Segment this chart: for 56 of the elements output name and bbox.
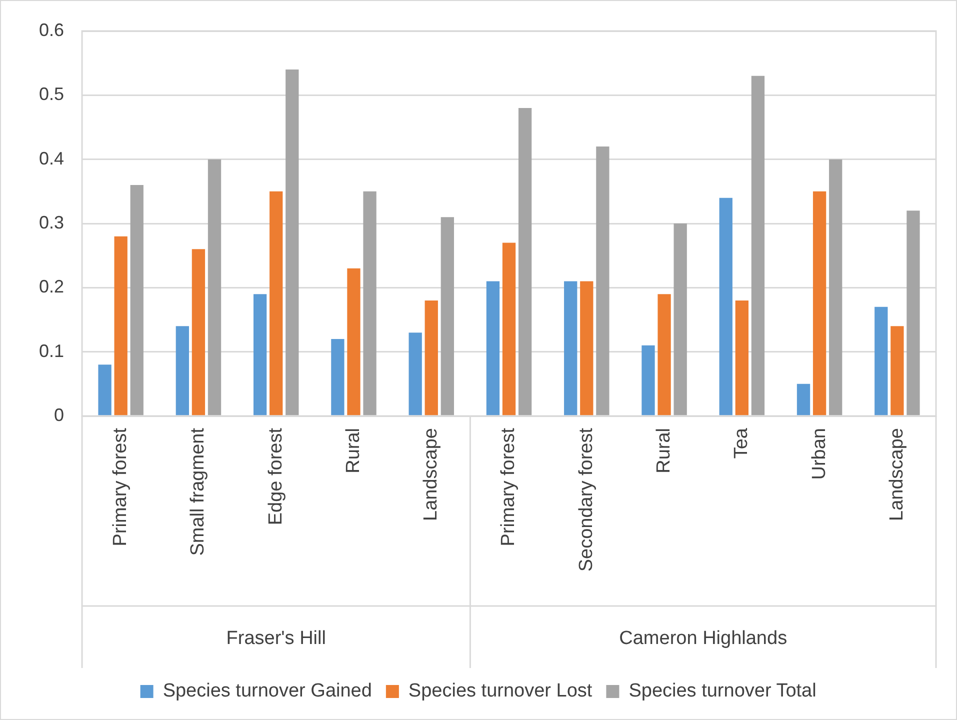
x-tick-label: Urban (808, 428, 830, 480)
bar (286, 70, 299, 416)
y-tick-label: 0 (54, 404, 64, 425)
x-tick-label: Edge forest (265, 427, 286, 526)
text: Fraser's Hill (226, 628, 326, 650)
bar (486, 281, 500, 416)
y-tick-label: 0.1 (38, 340, 64, 361)
bar (812, 191, 826, 416)
bar (98, 364, 112, 416)
bar (114, 236, 128, 416)
bar (796, 384, 810, 416)
bar (906, 210, 920, 416)
x-tick-label: Primary forest (110, 427, 132, 546)
y-tick-label: 0.5 (38, 84, 64, 104)
bar (829, 159, 842, 416)
bar (580, 281, 594, 416)
bar (890, 326, 904, 416)
legend-label: Species turnover Gained (162, 680, 372, 702)
bar (502, 242, 516, 416)
x-tick-label: Landscape (886, 428, 908, 521)
bar (564, 281, 578, 416)
bar (347, 268, 360, 416)
text: Cameron Highlands (619, 628, 788, 650)
bar (735, 300, 748, 416)
bar (130, 185, 144, 416)
bar (658, 294, 671, 416)
legend-label: Species turnover Total (628, 680, 816, 702)
x-tick-label: Primary forest (498, 427, 520, 546)
bar (518, 108, 532, 416)
bar (751, 76, 765, 416)
y-tick-label: 0.6 (38, 20, 64, 40)
bar (719, 198, 732, 416)
bar (176, 326, 190, 416)
x-tick-label: Tea (731, 428, 752, 459)
bar (642, 345, 655, 416)
bar (596, 146, 610, 416)
bar (440, 217, 454, 416)
legend-label: Species turnover Lost (408, 680, 593, 702)
bar (674, 224, 687, 416)
bar (408, 332, 422, 416)
y-tick-label: 0.2 (38, 276, 64, 297)
bar (270, 191, 283, 416)
bar (208, 159, 222, 416)
bar (253, 294, 267, 416)
bar (424, 300, 438, 416)
x-tick-label: Secondary forest (576, 427, 597, 572)
bar (874, 306, 888, 416)
x-tick-label: Landscape (420, 428, 442, 521)
x-tick-label: Rural (342, 428, 364, 474)
bar (192, 249, 206, 416)
bar (331, 339, 344, 416)
y-tick-label: 0.4 (38, 148, 64, 168)
x-tick-label: Small fragment (188, 427, 209, 556)
bar (363, 191, 376, 416)
x-tick-label: Rural (654, 428, 675, 474)
y-tick-label: 0.3 (38, 212, 64, 232)
